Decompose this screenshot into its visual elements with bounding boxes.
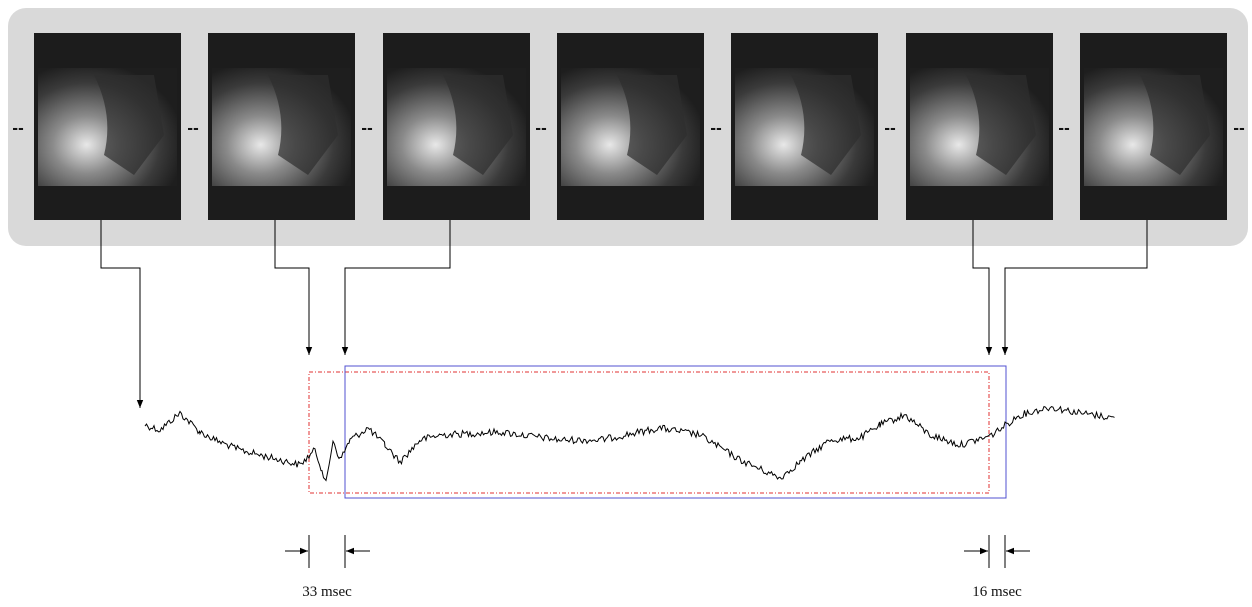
interval-16: 16 msec: [964, 535, 1030, 600]
frame-shadow: [791, 75, 861, 175]
frame-shadow: [966, 75, 1036, 175]
connector: [100, 220, 144, 408]
separators: -- -- -- -- -- -- -- --: [12, 121, 1245, 137]
frame-shadow: [94, 75, 164, 175]
frame-shadow: [268, 75, 338, 175]
connector: [972, 220, 993, 355]
separator: --: [187, 121, 199, 137]
video-frame: [1080, 33, 1227, 220]
waveform: [144, 405, 1115, 482]
frame-shadow: [443, 75, 513, 175]
interval-33: 33 msec: [285, 535, 370, 600]
frame-shadow: [1140, 75, 1210, 175]
video-frame: [208, 33, 355, 220]
window-red: [308, 371, 990, 494]
window-blue: [344, 365, 1007, 499]
connectors: [100, 220, 1148, 408]
separator: --: [710, 121, 722, 137]
separator: --: [12, 121, 24, 137]
separator: --: [535, 121, 547, 137]
video-frame: [906, 33, 1053, 220]
connector: [274, 220, 313, 355]
interval-label: 33 msec: [302, 584, 352, 600]
separator: --: [361, 121, 373, 137]
interval-label: 16 msec: [972, 584, 1022, 600]
separator: --: [884, 121, 896, 137]
video-frame: [383, 33, 530, 220]
separator: --: [1233, 121, 1245, 137]
video-frame: [557, 33, 704, 220]
frames: [34, 33, 1227, 220]
video-frame: [731, 33, 878, 220]
connector: [1001, 220, 1148, 355]
separator: --: [1058, 121, 1070, 137]
video-frame: [34, 33, 181, 220]
connector: [341, 220, 451, 355]
frame-shadow: [617, 75, 687, 175]
